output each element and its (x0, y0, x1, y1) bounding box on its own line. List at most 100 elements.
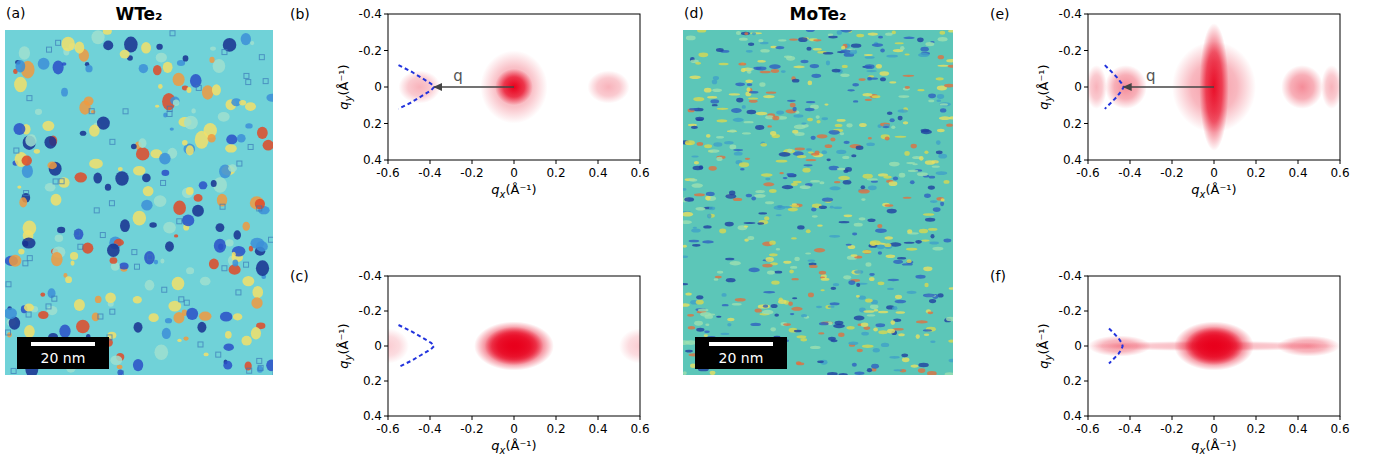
texture (936, 140, 941, 145)
texture (132, 250, 137, 255)
plot-ground (388, 276, 640, 416)
texture (822, 197, 833, 201)
texture (915, 240, 922, 244)
texture (245, 123, 252, 128)
intensity-spot (619, 329, 640, 364)
texture (716, 157, 722, 161)
texture (74, 299, 85, 311)
texture (944, 84, 953, 88)
texture (105, 293, 116, 303)
texture (182, 215, 194, 227)
label-part: q (336, 360, 351, 368)
texture (155, 105, 159, 108)
y-tick-label: -0.2 (359, 44, 382, 58)
label-part: (Å⁻¹) (506, 438, 537, 453)
texture (218, 112, 230, 122)
texture (119, 371, 124, 375)
texture (864, 54, 873, 56)
texture (729, 130, 736, 133)
texture (828, 305, 835, 307)
texture (940, 201, 944, 206)
x-tick-label: 0.2 (1246, 422, 1265, 436)
texture (807, 118, 813, 122)
texture (843, 180, 852, 185)
texture (911, 144, 917, 149)
texture (115, 171, 128, 186)
image-area (683, 30, 953, 375)
texture (812, 215, 818, 217)
texture (6, 330, 11, 335)
texture (232, 259, 238, 266)
dispersion-curve (399, 65, 435, 109)
texture (894, 369, 903, 371)
texture (932, 166, 940, 168)
texture (830, 302, 840, 305)
texture (143, 186, 154, 196)
plot-frame (1088, 276, 1340, 416)
x-tick-label: -0.6 (1076, 422, 1099, 436)
texture (863, 310, 874, 312)
texture (706, 192, 715, 196)
texture (269, 237, 273, 242)
texture (160, 258, 164, 263)
y-tick-label: 0.4 (1063, 153, 1082, 167)
texture (856, 34, 864, 37)
texture (242, 222, 250, 231)
texture (836, 150, 846, 154)
texture (763, 305, 768, 308)
texture (149, 222, 156, 227)
texture (716, 119, 727, 122)
x-tick-label: -0.4 (418, 166, 441, 180)
texture (713, 76, 719, 80)
figure: (a)WTe₂20 nm-0.6-0.4-0.200.20.40.6-0.4-0… (0, 0, 1373, 459)
label-part: q (1036, 101, 1051, 109)
texture (5, 308, 17, 320)
texture (739, 37, 748, 40)
texture (692, 244, 701, 247)
texture (923, 294, 935, 298)
y-tick (384, 346, 388, 347)
plot-area (1088, 23, 1340, 151)
texture (244, 262, 249, 267)
texture (825, 144, 833, 148)
x-tick-label: 0.6 (1330, 422, 1349, 436)
texture (827, 372, 838, 375)
texture (256, 241, 268, 252)
texture (712, 80, 717, 85)
texture (810, 180, 820, 183)
x-tick (598, 416, 599, 420)
texture (822, 150, 827, 154)
texture (222, 266, 227, 271)
texture (783, 177, 788, 179)
texture (53, 61, 64, 75)
intensity-spot (588, 71, 630, 104)
texture (712, 104, 718, 106)
texture (199, 312, 212, 321)
y-tick (1084, 160, 1088, 161)
texture (870, 304, 879, 309)
texture (736, 31, 741, 35)
texture (904, 242, 915, 244)
texture (936, 100, 941, 102)
texture (707, 214, 712, 219)
texture (790, 266, 797, 269)
texture (937, 129, 945, 132)
texture (885, 236, 893, 239)
texture (266, 94, 273, 102)
texture (936, 150, 943, 154)
y-tick (1084, 87, 1088, 88)
texture (200, 277, 211, 286)
texture (793, 114, 803, 117)
texture (906, 162, 915, 164)
texture (209, 259, 219, 270)
texture (232, 246, 245, 257)
texture (697, 142, 704, 146)
texture (917, 37, 924, 42)
texture (792, 297, 797, 299)
texture (57, 227, 65, 233)
texture (880, 123, 890, 127)
texture (778, 39, 786, 41)
y-tick (384, 50, 388, 51)
texture (117, 370, 123, 375)
texture (760, 71, 771, 74)
